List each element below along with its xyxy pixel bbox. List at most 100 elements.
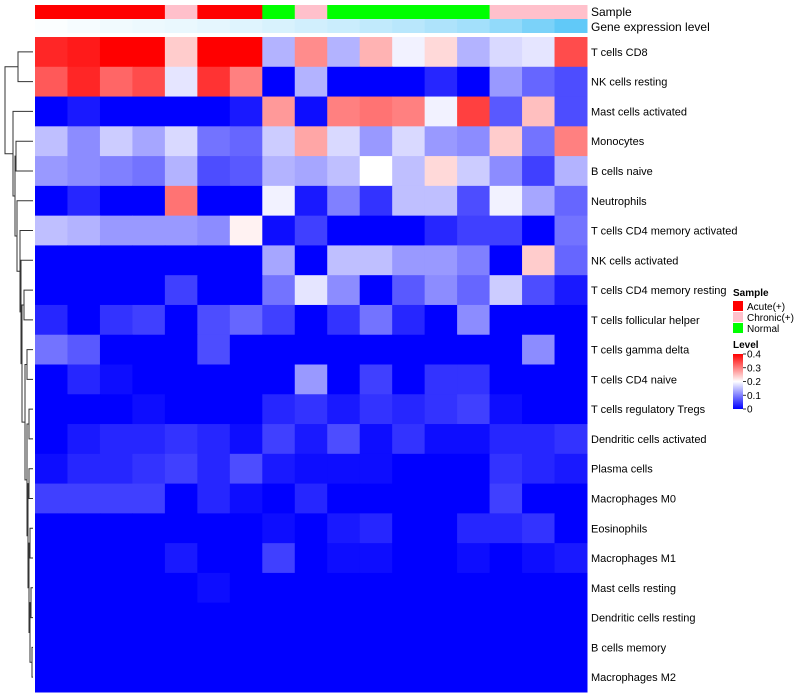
row-label: Macrophages M0 — [591, 493, 676, 505]
heatmap-cell — [99, 275, 133, 306]
heatmap-cell — [457, 126, 491, 157]
heatmap-cell — [554, 334, 588, 365]
heatmap-cell — [327, 632, 361, 663]
heatmap-cell — [67, 334, 101, 365]
heatmap-cell — [457, 304, 491, 336]
heatmap-cell — [132, 364, 166, 395]
heatmap-cell — [132, 334, 166, 365]
heatmap-cell — [164, 364, 198, 395]
heatmap-cell — [35, 543, 68, 574]
heatmap-cell — [392, 66, 426, 98]
legend-tick-label: 0.1 — [747, 391, 761, 402]
heatmap-cell — [99, 66, 133, 98]
heatmap-cell — [262, 483, 296, 514]
row-dendrogram — [4, 51, 33, 678]
heatmap-cell — [294, 453, 328, 485]
heatmap-cell — [229, 632, 263, 663]
heatmap-cell — [164, 66, 198, 98]
heatmap-cell — [392, 156, 426, 187]
heatmap-cell — [294, 602, 328, 633]
legend-label: Chronic(+) — [747, 313, 794, 324]
heatmap-cell — [294, 662, 328, 693]
sample-annotation-cell — [132, 5, 166, 19]
sample-annotation-cell — [424, 5, 458, 19]
heatmap-cell — [164, 632, 198, 663]
gene-expression-annotation-cell — [132, 19, 166, 33]
heatmap-cell — [424, 215, 458, 246]
heatmap-cell — [164, 572, 198, 604]
heatmap-cell — [327, 126, 361, 157]
heatmap-cell — [489, 66, 523, 98]
heatmap-cell — [554, 424, 588, 455]
heatmap-cell — [554, 156, 588, 187]
heatmap-cell — [424, 304, 458, 336]
heatmap-cell — [262, 215, 296, 246]
heatmap-cell — [35, 453, 68, 485]
heatmap-cell — [164, 37, 198, 68]
heatmap-cell — [457, 364, 491, 395]
heatmap-cell — [35, 334, 68, 365]
heatmap-cell — [99, 126, 133, 157]
heatmap-cell — [67, 543, 101, 574]
heatmap-cell — [359, 632, 393, 663]
heatmap-cell — [262, 304, 296, 336]
heatmap-cell — [489, 513, 523, 544]
heatmap-cell — [522, 513, 556, 544]
heatmap-cell — [554, 543, 588, 574]
gene-expression-annotation-cell — [457, 19, 491, 33]
row-label: T cells follicular helper — [591, 315, 700, 327]
heatmap-cell — [132, 215, 166, 246]
heatmap-cell — [457, 483, 491, 514]
heatmap-cell — [392, 394, 426, 425]
heatmap-cell — [424, 96, 458, 127]
heatmap-cell — [294, 215, 328, 246]
heatmap-cell — [327, 513, 361, 544]
heatmap-cell — [489, 483, 523, 514]
heatmap-cell — [132, 662, 166, 693]
heatmap-cell — [424, 453, 458, 485]
heatmap-cell — [424, 126, 458, 157]
heatmap-cell — [327, 96, 361, 127]
heatmap-cell — [327, 572, 361, 604]
heatmap-cell — [457, 543, 491, 574]
heatmap-cell — [522, 543, 556, 574]
heatmap-cell — [132, 304, 166, 336]
heatmap-cell — [424, 156, 458, 187]
heatmap-cell — [164, 424, 198, 455]
heatmap-cell — [359, 572, 393, 604]
heatmap-cell — [327, 215, 361, 246]
heatmap-cell — [132, 543, 166, 574]
heatmap-cell — [229, 66, 263, 98]
legend-swatch — [733, 301, 743, 311]
heatmap-cell — [359, 543, 393, 574]
heatmap-cell — [132, 602, 166, 633]
row-label: Monocytes — [591, 136, 645, 148]
heatmap-cell — [35, 96, 68, 127]
heatmap-cell — [132, 275, 166, 306]
heatmap-cell — [67, 632, 101, 663]
heatmap-cell — [164, 483, 198, 514]
heatmap-cell — [229, 424, 263, 455]
heatmap-cell — [554, 275, 588, 306]
heatmap-cell — [132, 245, 166, 276]
heatmap-cell — [489, 37, 523, 68]
heatmap-cell — [424, 185, 458, 217]
heatmap-cell — [554, 215, 588, 246]
heatmap-cell — [99, 394, 133, 425]
heatmap-cell — [35, 37, 68, 68]
heatmap-cell — [197, 304, 231, 336]
heatmap-cell — [35, 304, 68, 336]
column-annotations — [35, 5, 588, 33]
heatmap-cell — [229, 572, 263, 604]
heatmap-cell — [229, 662, 263, 693]
heatmap-cell — [327, 662, 361, 693]
heatmap-cell — [359, 215, 393, 246]
heatmap-cell — [67, 275, 101, 306]
heatmap-cell — [35, 513, 68, 544]
heatmap-cell — [457, 66, 491, 98]
heatmap-cell — [229, 245, 263, 276]
heatmap-cell — [35, 424, 68, 455]
heatmap-cell — [554, 394, 588, 425]
heatmap-cell — [489, 602, 523, 633]
heatmap-cell — [522, 364, 556, 395]
